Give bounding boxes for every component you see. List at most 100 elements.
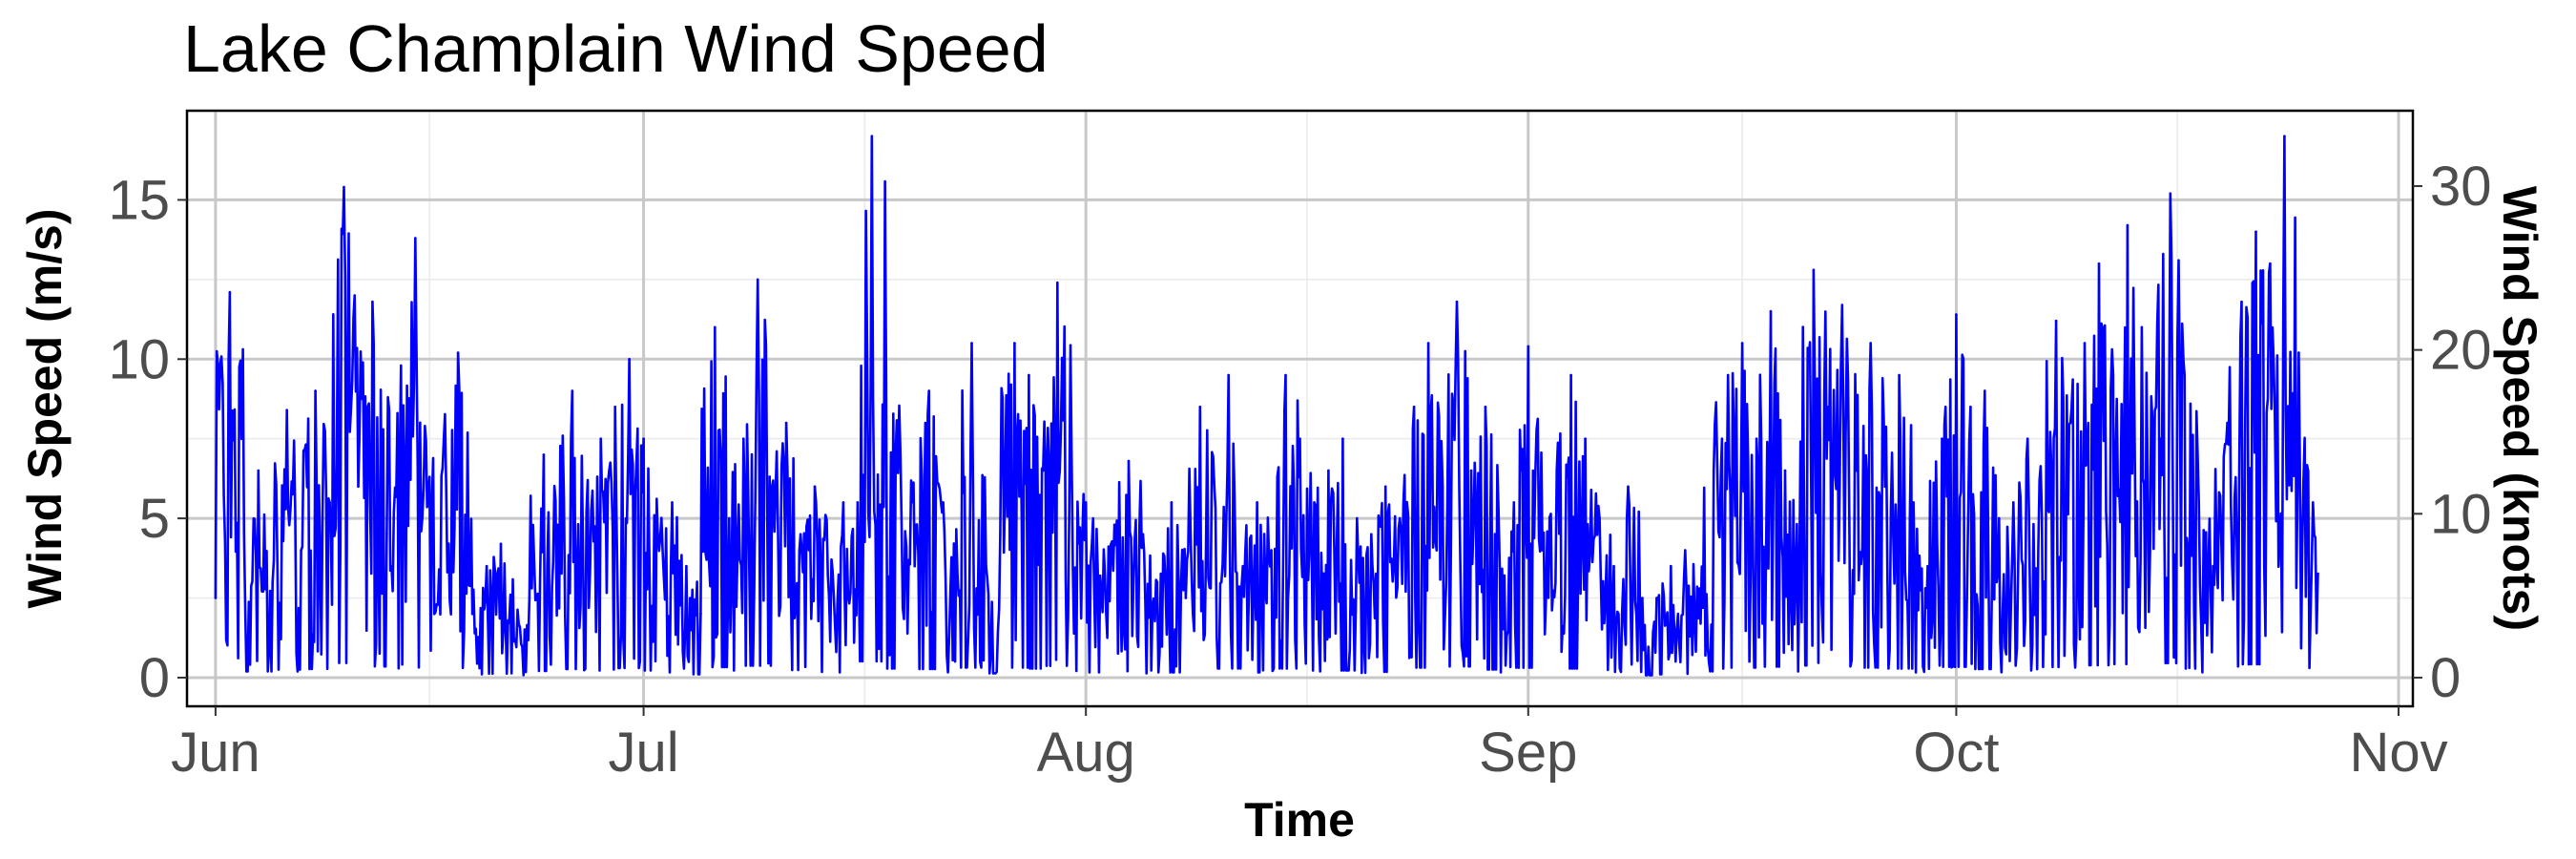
y2-tick-label: 30 <box>2430 156 2492 218</box>
wind-speed-point <box>756 278 759 282</box>
wind-speed-point <box>1555 469 1558 472</box>
wind-speed-point <box>813 485 817 489</box>
wind-speed-point <box>257 469 260 472</box>
x-tick-label: Nov <box>2349 722 2447 784</box>
wind-speed-point <box>343 185 345 189</box>
wind-speed-point <box>1641 597 1644 599</box>
chart-title: Lake Champlain Wind Speed <box>183 11 1049 86</box>
wind-speed-point <box>1028 373 1030 377</box>
wind-speed-point <box>1984 389 1986 392</box>
y-axis-left: 0 5 10 15 <box>108 169 187 709</box>
wind-speed-point <box>1042 469 1045 472</box>
wind-speed-point <box>385 533 388 536</box>
wind-speed-point <box>1484 406 1487 409</box>
wind-speed-point <box>1969 406 1972 409</box>
wind-speed-point <box>2169 192 2172 196</box>
wind-speed-point <box>2154 406 2158 409</box>
wind-speed-point <box>1313 501 1316 504</box>
wind-speed-point <box>1070 453 1073 456</box>
wind-speed-point <box>841 501 845 504</box>
wind-speed-point <box>1241 564 1244 568</box>
wind-speed-point <box>1926 564 1929 568</box>
plot-area <box>214 135 2319 677</box>
x-tick-label: Oct <box>1913 722 1999 784</box>
wind-speed-point <box>613 406 616 409</box>
wind-speed-point <box>1383 485 1387 489</box>
wind-speed-point <box>742 437 745 441</box>
wind-speed-point <box>242 533 246 536</box>
wind-speed-point <box>1684 549 1687 552</box>
wind-speed-point <box>1469 469 1473 472</box>
wind-speed-point <box>1013 342 1016 345</box>
wind-speed-point <box>942 501 945 504</box>
wind-speed-point <box>2226 421 2229 425</box>
y2-tick-label: 0 <box>2430 647 2461 709</box>
wind-speed-point <box>400 364 403 367</box>
wind-speed-point <box>1298 437 1301 441</box>
y-tick-label: 15 <box>108 169 170 231</box>
wind-speed-point <box>2126 223 2129 227</box>
wind-speed-point <box>1612 564 1615 568</box>
wind-speed-point <box>1670 564 1672 568</box>
wind-speed-point <box>1341 437 1344 441</box>
wind-speed-point <box>1370 533 1373 536</box>
wind-speed-point <box>1398 516 1402 520</box>
wind-speed-point <box>1855 469 1859 472</box>
wind-speed-point <box>1213 485 1216 489</box>
wind-speed-point <box>1170 501 1174 504</box>
wind-speed-point <box>427 475 431 479</box>
wind-speed-point <box>714 325 717 329</box>
wind-speed-point <box>1541 549 1544 552</box>
wind-speed-point <box>1356 516 1359 520</box>
y-tick-label: 0 <box>139 647 170 709</box>
wind-speed-point <box>1812 268 1816 272</box>
wind-speed-point <box>728 516 731 520</box>
x-tick-label: Jun <box>171 722 260 784</box>
wind-speed-point <box>1840 304 1844 306</box>
wind-speed-point <box>1498 564 1502 568</box>
wind-speed-point <box>1198 406 1202 409</box>
wind-speed-point <box>300 549 302 552</box>
wind-speed-point <box>470 612 474 616</box>
y-axis-right: 0 10 20 30 <box>2413 156 2492 709</box>
wind-speed-point <box>542 453 546 456</box>
wind-speed-point <box>628 358 631 361</box>
wind-speed-point <box>1755 437 1758 441</box>
wind-speed-point <box>1697 587 1701 590</box>
wind-speed-point <box>2283 135 2286 137</box>
wind-speed-point <box>985 564 987 568</box>
wind-speed-point <box>1726 373 1730 377</box>
wind-speed-point <box>1084 501 1088 504</box>
wind-speed-point <box>1912 501 1915 504</box>
wind-speed-point <box>357 485 360 489</box>
wind-speed-point <box>1256 501 1258 504</box>
wind-speed-points <box>214 135 2315 641</box>
wind-speed-point <box>1184 597 1188 599</box>
wind-speed-point <box>2254 230 2257 234</box>
wind-speed-point <box>456 351 460 354</box>
wind-speed-point <box>1584 437 1587 441</box>
wind-speed-point <box>1869 342 1872 345</box>
y2-tick-label: 20 <box>2430 320 2492 382</box>
wind-speed-point <box>1127 459 1131 463</box>
wind-speed-point <box>528 597 531 599</box>
wind-speed-point <box>956 574 959 577</box>
wind-speed-point <box>1598 516 1601 520</box>
wind-speed-point <box>1284 373 1287 377</box>
wind-speed-point <box>2083 342 2087 345</box>
wind-speed-point <box>556 523 560 527</box>
wind-speed-point <box>2054 319 2058 323</box>
wind-speed-point <box>2068 421 2072 425</box>
wind-speed-point <box>1769 309 1773 313</box>
wind-speed-point <box>513 638 517 641</box>
wind-speed-point <box>1512 501 1516 504</box>
wind-speed-point <box>2012 501 2015 504</box>
wind-speed-point <box>1141 533 1145 536</box>
wind-speed-point <box>799 533 802 536</box>
wind-speed-point <box>414 237 417 240</box>
wind-speed-point <box>927 389 930 392</box>
wind-speed-point <box>1783 469 1787 472</box>
wind-speed-point <box>1826 406 1830 409</box>
wind-speed-point <box>1327 469 1330 472</box>
wind-speed-point <box>827 597 831 599</box>
